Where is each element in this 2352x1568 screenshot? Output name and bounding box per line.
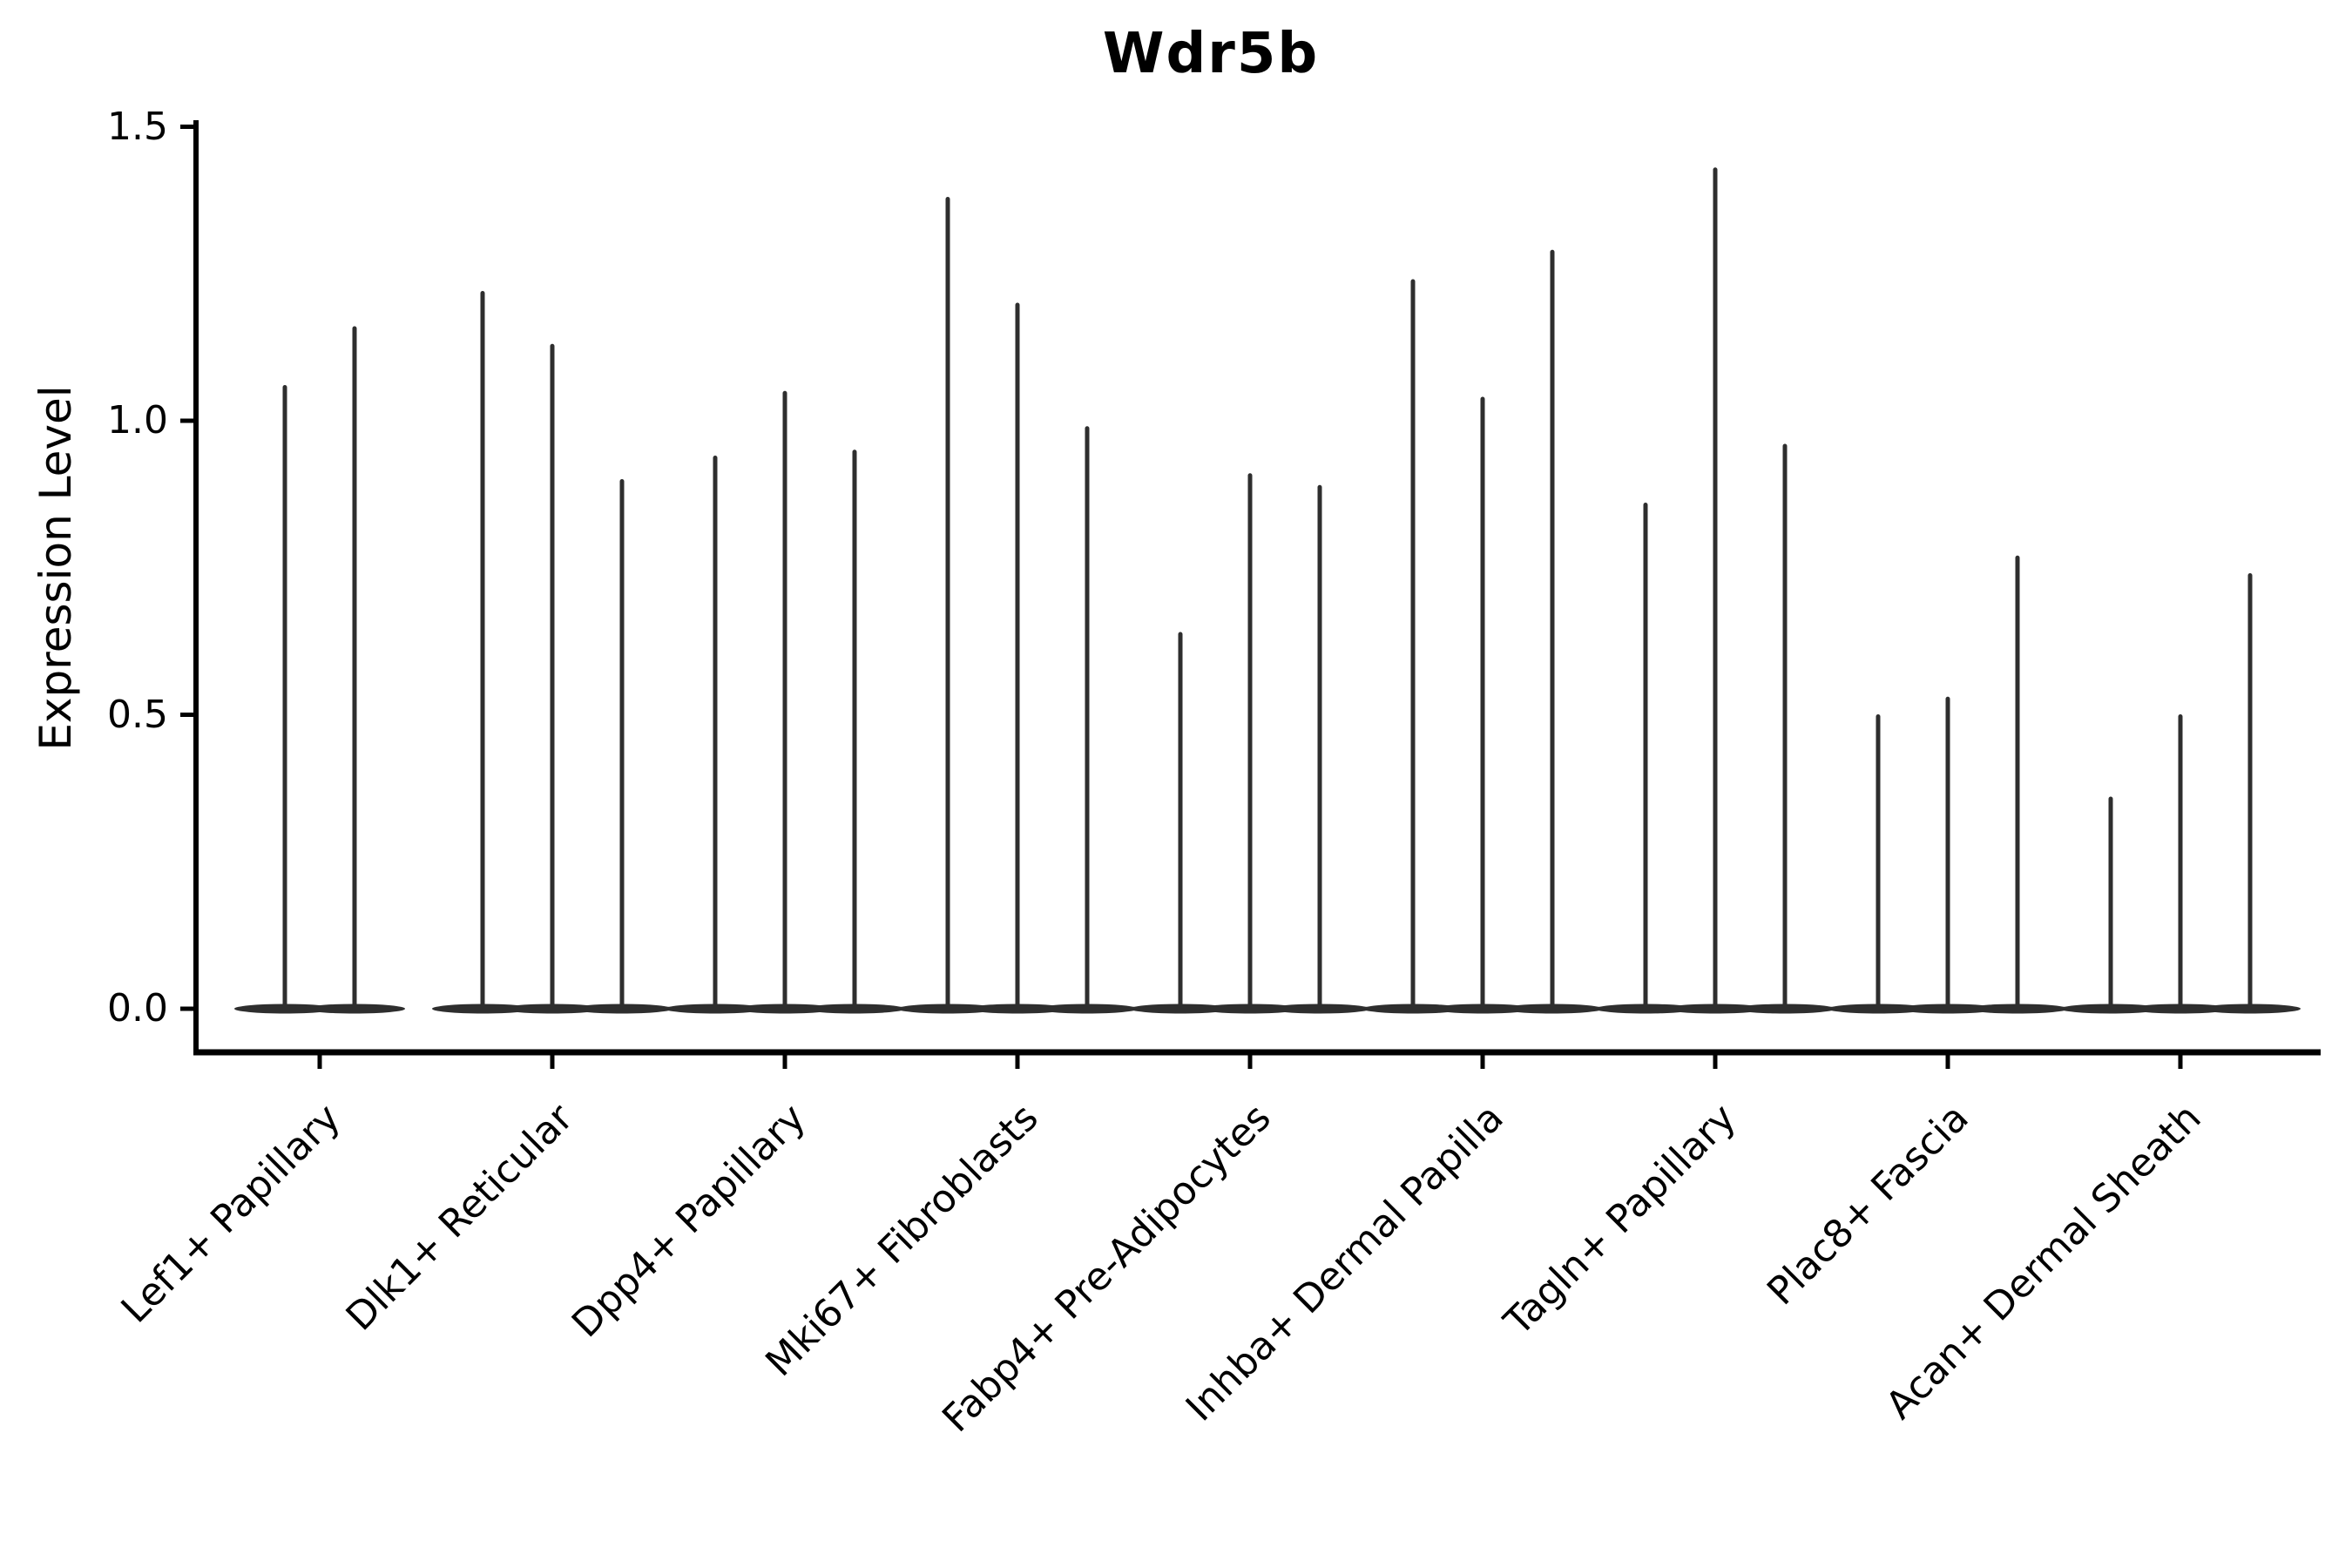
chart-title: Wdr5b (1102, 22, 1320, 86)
y-tick-label: 0.5 (107, 692, 168, 737)
y-tick-label: 1.5 (107, 104, 168, 149)
y-tick-label: 1.0 (107, 398, 168, 443)
y-tick-label: 0.0 (107, 986, 168, 1031)
